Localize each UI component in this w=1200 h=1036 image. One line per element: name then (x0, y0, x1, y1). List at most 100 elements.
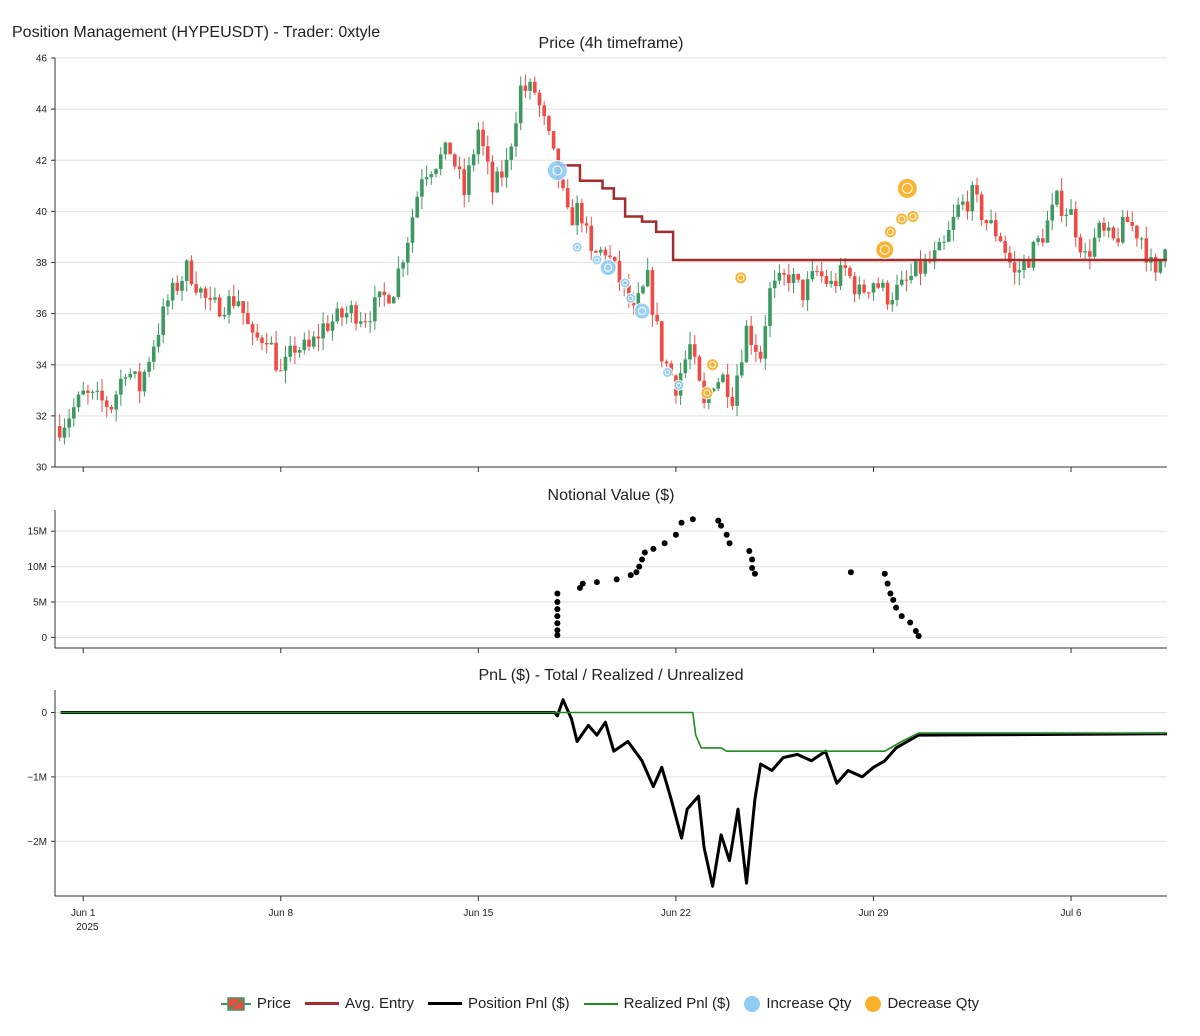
candle-body (448, 142, 452, 155)
notional-point (554, 613, 561, 620)
candle-body (250, 324, 255, 333)
notional-point (898, 613, 905, 620)
candle-body (1008, 252, 1012, 263)
candle-body (189, 260, 194, 285)
increase-qty-marker-ring (594, 257, 600, 263)
candle-body (476, 129, 481, 155)
candle-body (801, 279, 805, 301)
increase-qty-marker-ring (574, 244, 580, 250)
candle-body (311, 336, 316, 347)
notional-point (718, 522, 725, 529)
legend-label-price: Price (256, 995, 292, 1012)
candle-body (62, 427, 67, 438)
candle-body (951, 216, 956, 230)
candle-body (871, 283, 876, 293)
legend-item-position-pnl[interactable]: Position Pnl ($) (427, 995, 570, 1012)
panel-title: PnL ($) - Total / Realized / Unrealized (478, 667, 743, 684)
candle-body (1163, 249, 1167, 261)
increase-qty-marker (633, 302, 651, 320)
candle-body (528, 81, 532, 91)
y-tick-label: 10M (28, 562, 47, 573)
candle-body (518, 85, 523, 124)
candle-body (1045, 220, 1050, 243)
candle-body (547, 116, 551, 132)
candle-body (297, 350, 302, 353)
legend-item-realized-pnl[interactable]: Realized Pnl ($) (583, 995, 730, 1012)
candle-body (184, 260, 189, 282)
notional-point (689, 516, 696, 523)
decrease-qty-swatch (865, 995, 882, 1012)
candle-body (453, 154, 457, 167)
candle-body (57, 426, 62, 438)
increase-qty-marker (546, 159, 568, 181)
decrease-qty-marker (875, 240, 895, 260)
candle-body (264, 343, 269, 345)
candle-body (509, 146, 514, 160)
candle-body (1017, 270, 1022, 273)
notional-point (636, 563, 643, 570)
candle-body (401, 262, 405, 269)
candles (57, 74, 1167, 445)
candle-body (899, 279, 904, 285)
candle-body (227, 296, 231, 315)
candle-body (391, 297, 396, 304)
y-tick-label: 0 (41, 708, 47, 719)
panel-0-axes: 30 32 34 36 38 40 42 44 46 Price (4h timeframe) (36, 35, 1167, 474)
candle-body (396, 268, 401, 298)
x-tick-label: Jun 8 (269, 908, 294, 919)
y-tick-label: 38 (36, 258, 48, 269)
candle-body (128, 373, 133, 378)
candle-body (104, 400, 109, 407)
candle-body (810, 271, 815, 280)
candle-body (1031, 241, 1036, 268)
candle-body (260, 337, 264, 344)
candle-body (424, 177, 429, 180)
candle-body (1055, 190, 1059, 205)
y-tick-label: 30 (36, 463, 48, 474)
notional-point (554, 590, 561, 597)
candle-body (645, 270, 650, 287)
candle-body (410, 217, 415, 243)
legend-item-decrease-qty[interactable]: Decrease Qty (865, 995, 979, 1012)
candle-body (1036, 238, 1040, 242)
candle-body (909, 275, 913, 281)
candle-body (123, 377, 128, 379)
notional-point (751, 570, 758, 577)
candle-body (791, 273, 796, 284)
candle-body (852, 276, 857, 295)
candle-body (288, 345, 292, 357)
legend-item-avg-entry[interactable]: Avg. Entry (305, 995, 414, 1012)
legend-label-position-pnl: Position Pnl ($) (467, 995, 570, 1012)
candle-body (537, 92, 542, 106)
notional-point (907, 619, 914, 626)
decrease-qty-marker (700, 386, 714, 400)
candle-body (608, 255, 612, 257)
y-tick-label: 5M (33, 598, 47, 609)
candle-body (100, 390, 104, 401)
candle-body (293, 345, 297, 353)
candle-body (175, 282, 180, 291)
candle-body (151, 346, 156, 362)
candle-body (269, 342, 274, 345)
candle-body (147, 361, 151, 372)
increase-qty-marker (591, 254, 603, 266)
legend-item-increase-qty[interactable]: Increase Qty (744, 995, 851, 1012)
avg-entry-swatch (305, 1002, 340, 1005)
decrease-qty-marker-ring (886, 228, 894, 236)
candle-body (834, 280, 838, 287)
legend-item-price[interactable]: Price (220, 995, 292, 1012)
notional-point (554, 627, 561, 634)
candle-body (90, 391, 95, 393)
decrease-qty-marker-ring (737, 274, 745, 282)
candle-body (199, 288, 203, 293)
candle-body (326, 323, 330, 331)
notional-point (613, 576, 620, 583)
notional-point (749, 565, 756, 572)
candle-body (876, 283, 880, 288)
candle-body (387, 295, 391, 304)
notional-point (633, 569, 640, 576)
candle-body (161, 306, 165, 335)
increase-qty-marker (661, 366, 673, 378)
candle-body (979, 194, 984, 221)
candle-body (523, 85, 528, 91)
